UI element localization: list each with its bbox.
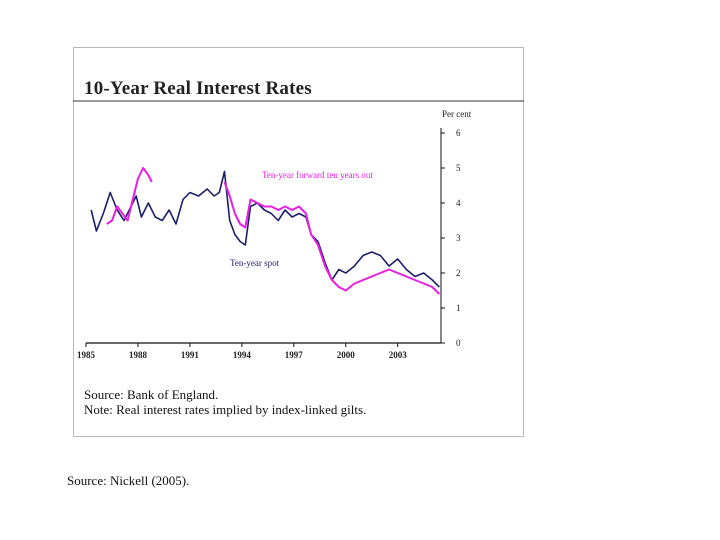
y-tick-label: 6	[456, 128, 461, 138]
y-tick-label: 2	[456, 268, 461, 278]
x-tick-label: 1985	[77, 350, 96, 360]
figure-caption: Source: Nickell (2005).	[67, 473, 190, 488]
note-line: Note: Real interest rates implied by ind…	[84, 402, 367, 417]
spot-series-label: Ten-year spot	[230, 258, 280, 268]
y-tick-label: 1	[456, 303, 461, 313]
chart-title: 10-Year Real Interest Rates	[84, 78, 312, 99]
x-tick-label: 1991	[181, 350, 200, 360]
spot-series-line	[90, 170, 440, 288]
y-tick-label: 3	[456, 233, 461, 243]
y-tick-label: 5	[456, 163, 461, 173]
y-axis-label: Per cent	[442, 109, 472, 119]
x-tick-label: 2000	[337, 350, 356, 360]
forward-series-line	[223, 181, 441, 295]
x-tick-label: 1988	[129, 350, 148, 360]
chart-frame	[73, 47, 524, 437]
forward-series-line	[106, 167, 153, 225]
series-group	[90, 167, 441, 295]
source-note: Source: Bank of England. Note: Real inte…	[84, 387, 366, 417]
x-tick-label: 1994	[233, 350, 252, 360]
y-tick-label: 4	[456, 198, 461, 208]
x-tick-label: 1997	[285, 350, 304, 360]
forward-series-label: Ten-year forward ten years out	[262, 170, 373, 180]
y-tick-label: 0	[456, 338, 461, 348]
y-ticks: 0 1 2 3 4 5 6	[441, 128, 461, 348]
x-tick-label: 2003	[389, 350, 408, 360]
x-ticks: 1985 1988 1991 1994 1997 2000 2003	[77, 343, 407, 360]
source-line: Source: Bank of England.	[84, 387, 219, 402]
